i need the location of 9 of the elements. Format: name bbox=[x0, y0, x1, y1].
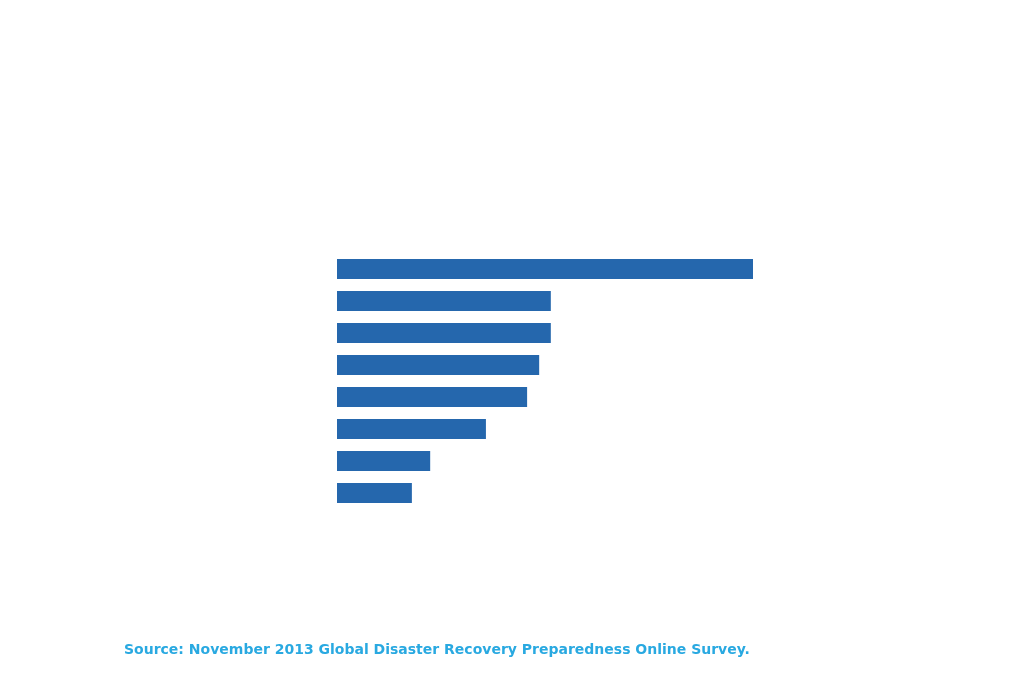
bar bbox=[337, 259, 753, 279]
source-note: Source: November 2013 Global Disaster Recovery Preparedness Online Survey. bbox=[124, 641, 750, 657]
bar bbox=[337, 323, 551, 343]
bar bbox=[337, 451, 431, 471]
bar bbox=[337, 419, 486, 439]
bar bbox=[337, 355, 540, 375]
bar bbox=[337, 291, 551, 311]
bar bbox=[337, 387, 528, 407]
bar bbox=[337, 483, 412, 503]
